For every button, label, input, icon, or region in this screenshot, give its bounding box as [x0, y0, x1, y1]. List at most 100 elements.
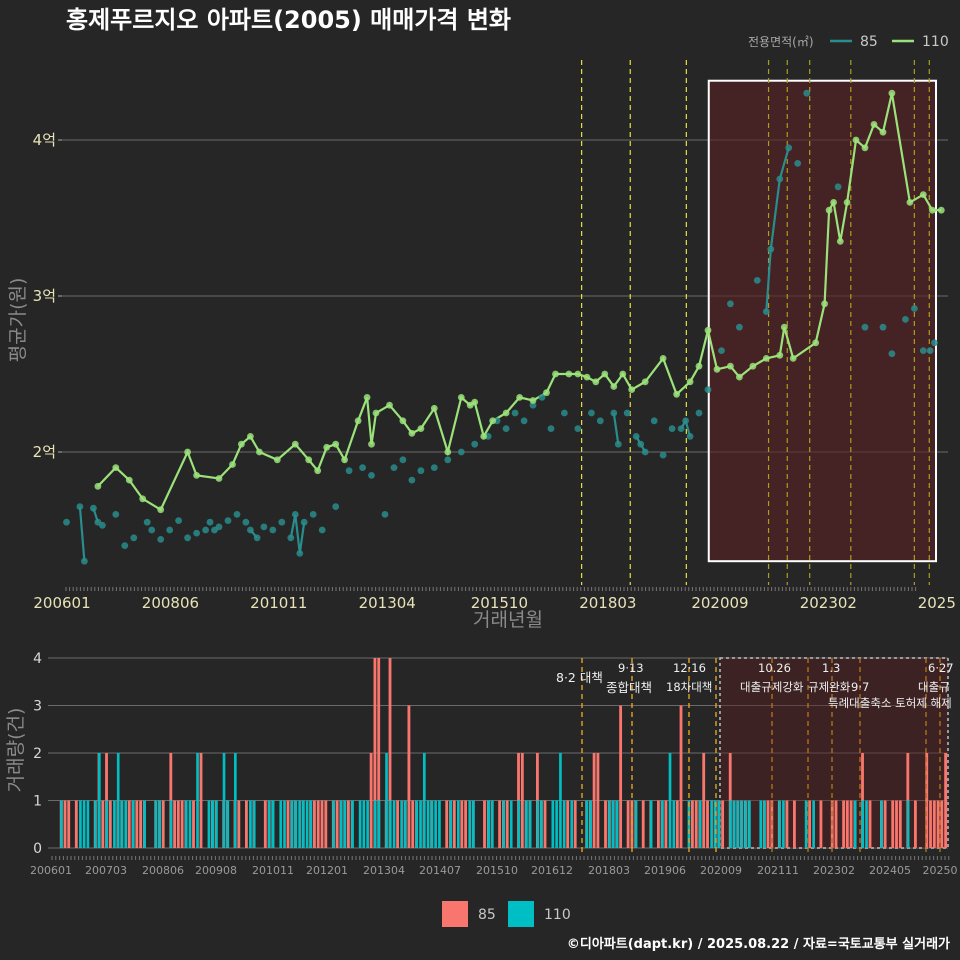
series-85-point-56 [574, 425, 582, 432]
bar-110-1 [60, 800, 63, 848]
series-85-point-77 [762, 308, 770, 315]
series-110-point-42 [592, 378, 600, 386]
series-85-line-3 [289, 514, 306, 554]
series-110-point-54 [727, 362, 734, 370]
bar-110-124 [525, 800, 528, 848]
series-110-point-20 [363, 394, 371, 401]
bar-110-211 [853, 800, 857, 848]
series-85-point-8 [130, 534, 138, 542]
bar-110-115 [491, 800, 494, 848]
lower-xtick-label-2: 200806 [142, 864, 184, 877]
bar-85-85 [377, 658, 381, 848]
legend-85-label: 85 [860, 34, 878, 50]
series-110-point-74 [928, 206, 936, 214]
bar-85-90 [396, 800, 400, 848]
series-110-point-35 [516, 394, 523, 401]
series-85-point-60 [614, 440, 622, 448]
bar-110-62 [290, 800, 294, 848]
bottom-legend-110-swatch [508, 901, 534, 927]
bar-110-76 [343, 800, 347, 848]
series-85-line-7 [765, 147, 790, 312]
bar-110-45 [226, 800, 230, 848]
bar-110-26 [154, 800, 158, 848]
series-110-point-48 [659, 355, 667, 362]
series-85-point-24 [253, 534, 261, 542]
bar-110-63 [294, 800, 298, 848]
series-110-point-7 [215, 475, 223, 482]
series-110-point-55 [736, 373, 743, 381]
bar-85-168 [691, 800, 694, 848]
lower-xtick-label-15: 202405 [869, 864, 911, 877]
series-110-point-3 [139, 495, 147, 503]
bar-110-37 [196, 753, 199, 848]
bar-110-192 [782, 800, 785, 848]
series-110-point-47 [641, 378, 649, 386]
series-85-point-27 [278, 518, 286, 526]
bar-110-13 [105, 800, 109, 848]
series-110-point-73 [919, 191, 927, 199]
series-85-point-11 [157, 536, 165, 543]
lower-ytick-label-0: 0 [33, 841, 42, 857]
series-110-point-38 [552, 370, 559, 378]
bar-85-235 [944, 753, 948, 848]
bar-110-95 [415, 800, 419, 848]
bar-110-52 [252, 800, 256, 848]
series-85-point-6 [112, 511, 120, 518]
lower-bars [59, 658, 948, 848]
series-85-point-37 [368, 472, 375, 479]
upper-xtick-label-4: 201510 [471, 594, 528, 612]
bar-110-64 [298, 800, 301, 848]
bar-110-147 [612, 800, 615, 848]
bar-85-119 [505, 800, 509, 848]
bar-85-222 [895, 800, 898, 848]
series-85-point-71 [695, 409, 703, 417]
bar-110-67 [309, 800, 313, 848]
bar-110-18 [124, 800, 128, 848]
series-110-point-69 [870, 121, 878, 128]
series-85-point-39 [390, 464, 398, 471]
series-85-point-58 [596, 417, 604, 425]
bar-110-134 [562, 800, 566, 848]
bar-85-50 [245, 800, 248, 848]
series-110-point-46 [628, 386, 636, 393]
bar-110-96 [419, 800, 422, 848]
series-85-point-45 [457, 448, 465, 456]
bar-110-7 [82, 800, 86, 848]
series-85-point-68 [677, 425, 685, 432]
series-110-point-63 [825, 206, 833, 214]
bar-110-88 [389, 800, 392, 848]
bar-110-44 [222, 753, 226, 848]
bar-110-136 [570, 800, 574, 848]
bar-85-69 [316, 800, 320, 848]
annotation-1216-label: 18차대책 [666, 680, 712, 694]
bar-85-3 [67, 800, 71, 848]
series-85-point-91 [931, 339, 938, 347]
bar-85-38 [199, 753, 203, 848]
bar-85-48 [237, 800, 241, 848]
series-85-point-28 [287, 534, 295, 542]
series-85-point-22 [242, 518, 250, 526]
bar-85-230 [925, 753, 929, 848]
series-85-point-26 [269, 526, 277, 534]
series-85-point-10 [148, 526, 156, 534]
series-110-point-75 [937, 206, 945, 214]
annotation-913-date: 9·13 [618, 661, 644, 675]
bar-110-173 [710, 800, 713, 848]
series-110-point-18 [341, 456, 348, 464]
series-85-point-53 [538, 394, 546, 401]
series-85-point-74 [727, 300, 734, 308]
series-85-point-40 [399, 456, 407, 464]
bar-85-171 [702, 753, 706, 848]
series-85-point-38 [381, 511, 389, 518]
lower-xtick-label-3: 200908 [195, 864, 237, 877]
bar-110-182 [744, 800, 747, 848]
bar-85-164 [675, 800, 679, 848]
policy-annotations: 8·2 대책 9·13 종합대책 12·16 18차대책 10.26 대출규제강… [556, 661, 954, 710]
bar-110-35 [188, 800, 192, 848]
bottom-legend: 85 110 [442, 901, 571, 927]
series-85-point-17 [206, 518, 214, 526]
upper-xtick-label-8: 2025 [918, 594, 956, 612]
bar-85-19 [127, 800, 131, 848]
bar-110-153 [634, 800, 638, 848]
bar-85-143 [596, 753, 600, 848]
